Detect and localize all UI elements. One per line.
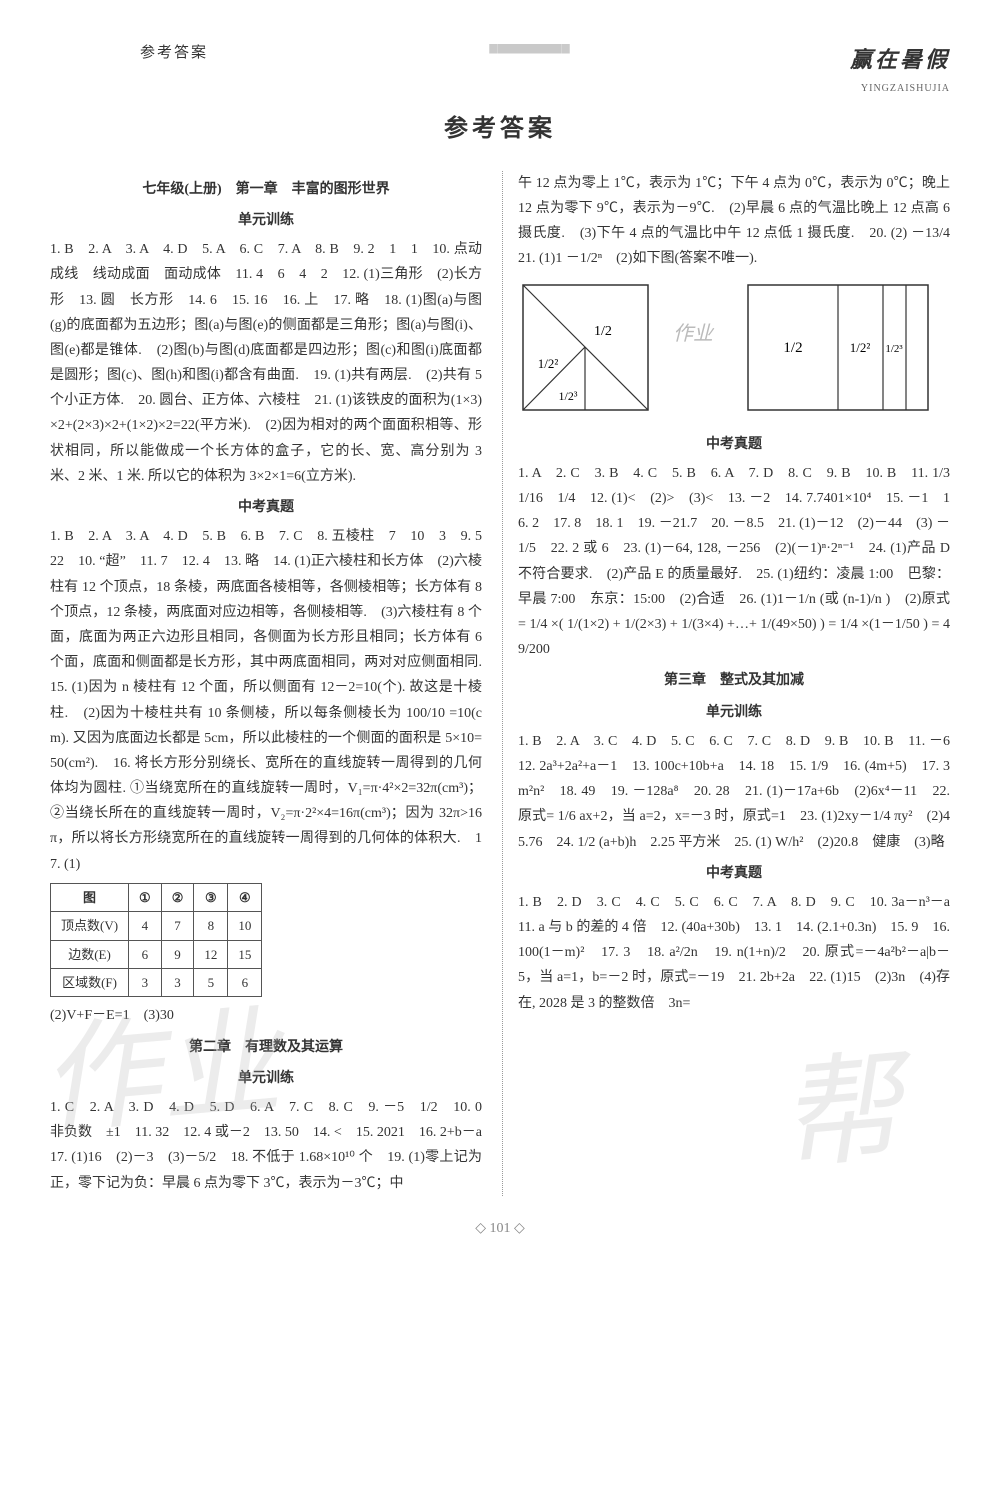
svg-text:1/2: 1/2	[783, 340, 802, 356]
td: 顶点数(V)	[51, 912, 129, 940]
td: 12	[194, 940, 228, 968]
table-row: 区域数(F) 3 3 5 6	[51, 969, 262, 997]
th: ②	[161, 883, 194, 911]
td: 6	[228, 969, 262, 997]
header-left-label: 参考答案	[140, 40, 208, 67]
svg-text:1/2³: 1/2³	[559, 389, 578, 403]
td: 10	[228, 912, 262, 940]
brand-chinese: 赢在暑假	[850, 40, 950, 80]
svg-text:1/2³: 1/2³	[885, 343, 903, 355]
r-exam2-body-text: 1. B 2. D 3. C 4. C 5. C 6. C 7. A 8. D …	[518, 890, 950, 1016]
table-header-row: 图 ① ② ③ ④	[51, 883, 262, 911]
r-exam1-body-text: 1. A 2. C 3. B 4. C 5. B 6. A 7. D 8. C …	[518, 461, 950, 663]
ch1-body-text: 1. B 2. A 3. A 4. D 5. A 6. C 7. A 8. B …	[50, 237, 482, 489]
header-decoration: ||||||||||||||||||||||||||||||||||||||||…	[489, 40, 569, 58]
r-exam1-body: 1. A 2. C 3. B 4. C 5. B 6. A 7. D 8. C …	[518, 461, 950, 663]
r-exam2-title: 中考真题	[518, 861, 950, 886]
td: 9	[161, 940, 194, 968]
left-column: 七年级(上册) 第一章 丰富的图形世界 单元训练 1. B 2. A 3. A …	[50, 171, 482, 1196]
ch2-body: 1. C 2. A 3. D 4. D 5. D 6. A 7. C 8. C …	[50, 1095, 482, 1196]
r1-body: 午 12 点为零上 1℃，表示为 1℃；下午 4 点为 0℃，表示为 0℃；晚上…	[518, 171, 950, 272]
r-exam2-body: 1. B 2. D 3. C 4. C 5. C 6. C 7. A 8. D …	[518, 890, 950, 1016]
svg-text:1/2: 1/2	[594, 324, 612, 339]
svg-text:作业: 作业	[673, 323, 715, 345]
ch1-exam-body: 1. B 2. A 3. A 4. D 5. B 6. B 7. C 8. 五棱…	[50, 524, 482, 877]
page-number: ◇ 101 ◇	[50, 1216, 950, 1241]
svg-text:1/2²: 1/2²	[538, 356, 559, 371]
td: 7	[161, 912, 194, 940]
th: ①	[129, 883, 162, 911]
ch1-exam-body-text: 1. B 2. A 3. A 4. D 5. B 6. B 7. C 8. 五棱…	[50, 524, 482, 877]
th: 图	[51, 883, 129, 911]
fraction-diagram: 1/2 1/2² 1/2³ 作业 1/2 1/2² 1/2³	[518, 280, 950, 424]
th: ③	[194, 883, 228, 911]
brand-pinyin: YINGZAISHUJIA	[850, 80, 950, 98]
ch3-title: 第三章 整式及其加减	[518, 668, 950, 693]
header-brand: 赢在暑假 YINGZAISHUJIA	[850, 40, 950, 98]
ch1-title: 七年级(上册) 第一章 丰富的图形世界	[50, 177, 482, 202]
ch2-title: 第二章 有理数及其运算	[50, 1035, 482, 1060]
td: 3	[129, 969, 162, 997]
main-title: 参考答案	[50, 108, 950, 151]
td: 区域数(F)	[51, 969, 129, 997]
ch1-subtitle: 单元训练	[50, 208, 482, 233]
vertex-edge-table: 图 ① ② ③ ④ 顶点数(V) 4 7 8 10 边数(E) 6 9 12 1…	[50, 883, 262, 998]
ch3-body: 1. B 2. A 3. C 4. D 5. C 6. C 7. C 8. D …	[518, 729, 950, 855]
page-number-value: 101	[490, 1221, 511, 1236]
right-column: 午 12 点为零上 1℃，表示为 1℃；下午 4 点为 0℃，表示为 0℃；晚上…	[502, 171, 950, 1196]
td: 6	[129, 940, 162, 968]
td: 15	[228, 940, 262, 968]
ch1-body: 1. B 2. A 3. A 4. D 5. A 6. C 7. A 8. B …	[50, 237, 482, 489]
ch3-body-text: 1. B 2. A 3. C 4. D 5. C 6. C 7. C 8. D …	[518, 729, 950, 855]
svg-text:1/2²: 1/2²	[850, 340, 871, 355]
after-table-p: (2)V+F－E=1 (3)30	[50, 1003, 482, 1028]
content-columns: 七年级(上册) 第一章 丰富的图形世界 单元训练 1. B 2. A 3. A …	[50, 171, 950, 1196]
td: 4	[129, 912, 162, 940]
th: ④	[228, 883, 262, 911]
td: 8	[194, 912, 228, 940]
table-row: 顶点数(V) 4 7 8 10	[51, 912, 262, 940]
td: 5	[194, 969, 228, 997]
ch2-subtitle: 单元训练	[50, 1066, 482, 1091]
table-row: 边数(E) 6 9 12 15	[51, 940, 262, 968]
td: 3	[161, 969, 194, 997]
td: 边数(E)	[51, 940, 129, 968]
ch1-exam-title: 中考真题	[50, 495, 482, 520]
page-header: 参考答案 |||||||||||||||||||||||||||||||||||…	[50, 40, 950, 98]
r1-body-text: 午 12 点为零上 1℃，表示为 1℃；下午 4 点为 0℃，表示为 0℃；晚上…	[518, 171, 950, 272]
ch2-body-text: 1. C 2. A 3. D 4. D 5. D 6. A 7. C 8. C …	[50, 1095, 482, 1196]
after-table-text: (2)V+F－E=1 (3)30	[50, 1003, 482, 1028]
ch3-subtitle: 单元训练	[518, 700, 950, 725]
r-exam1-title: 中考真题	[518, 432, 950, 457]
